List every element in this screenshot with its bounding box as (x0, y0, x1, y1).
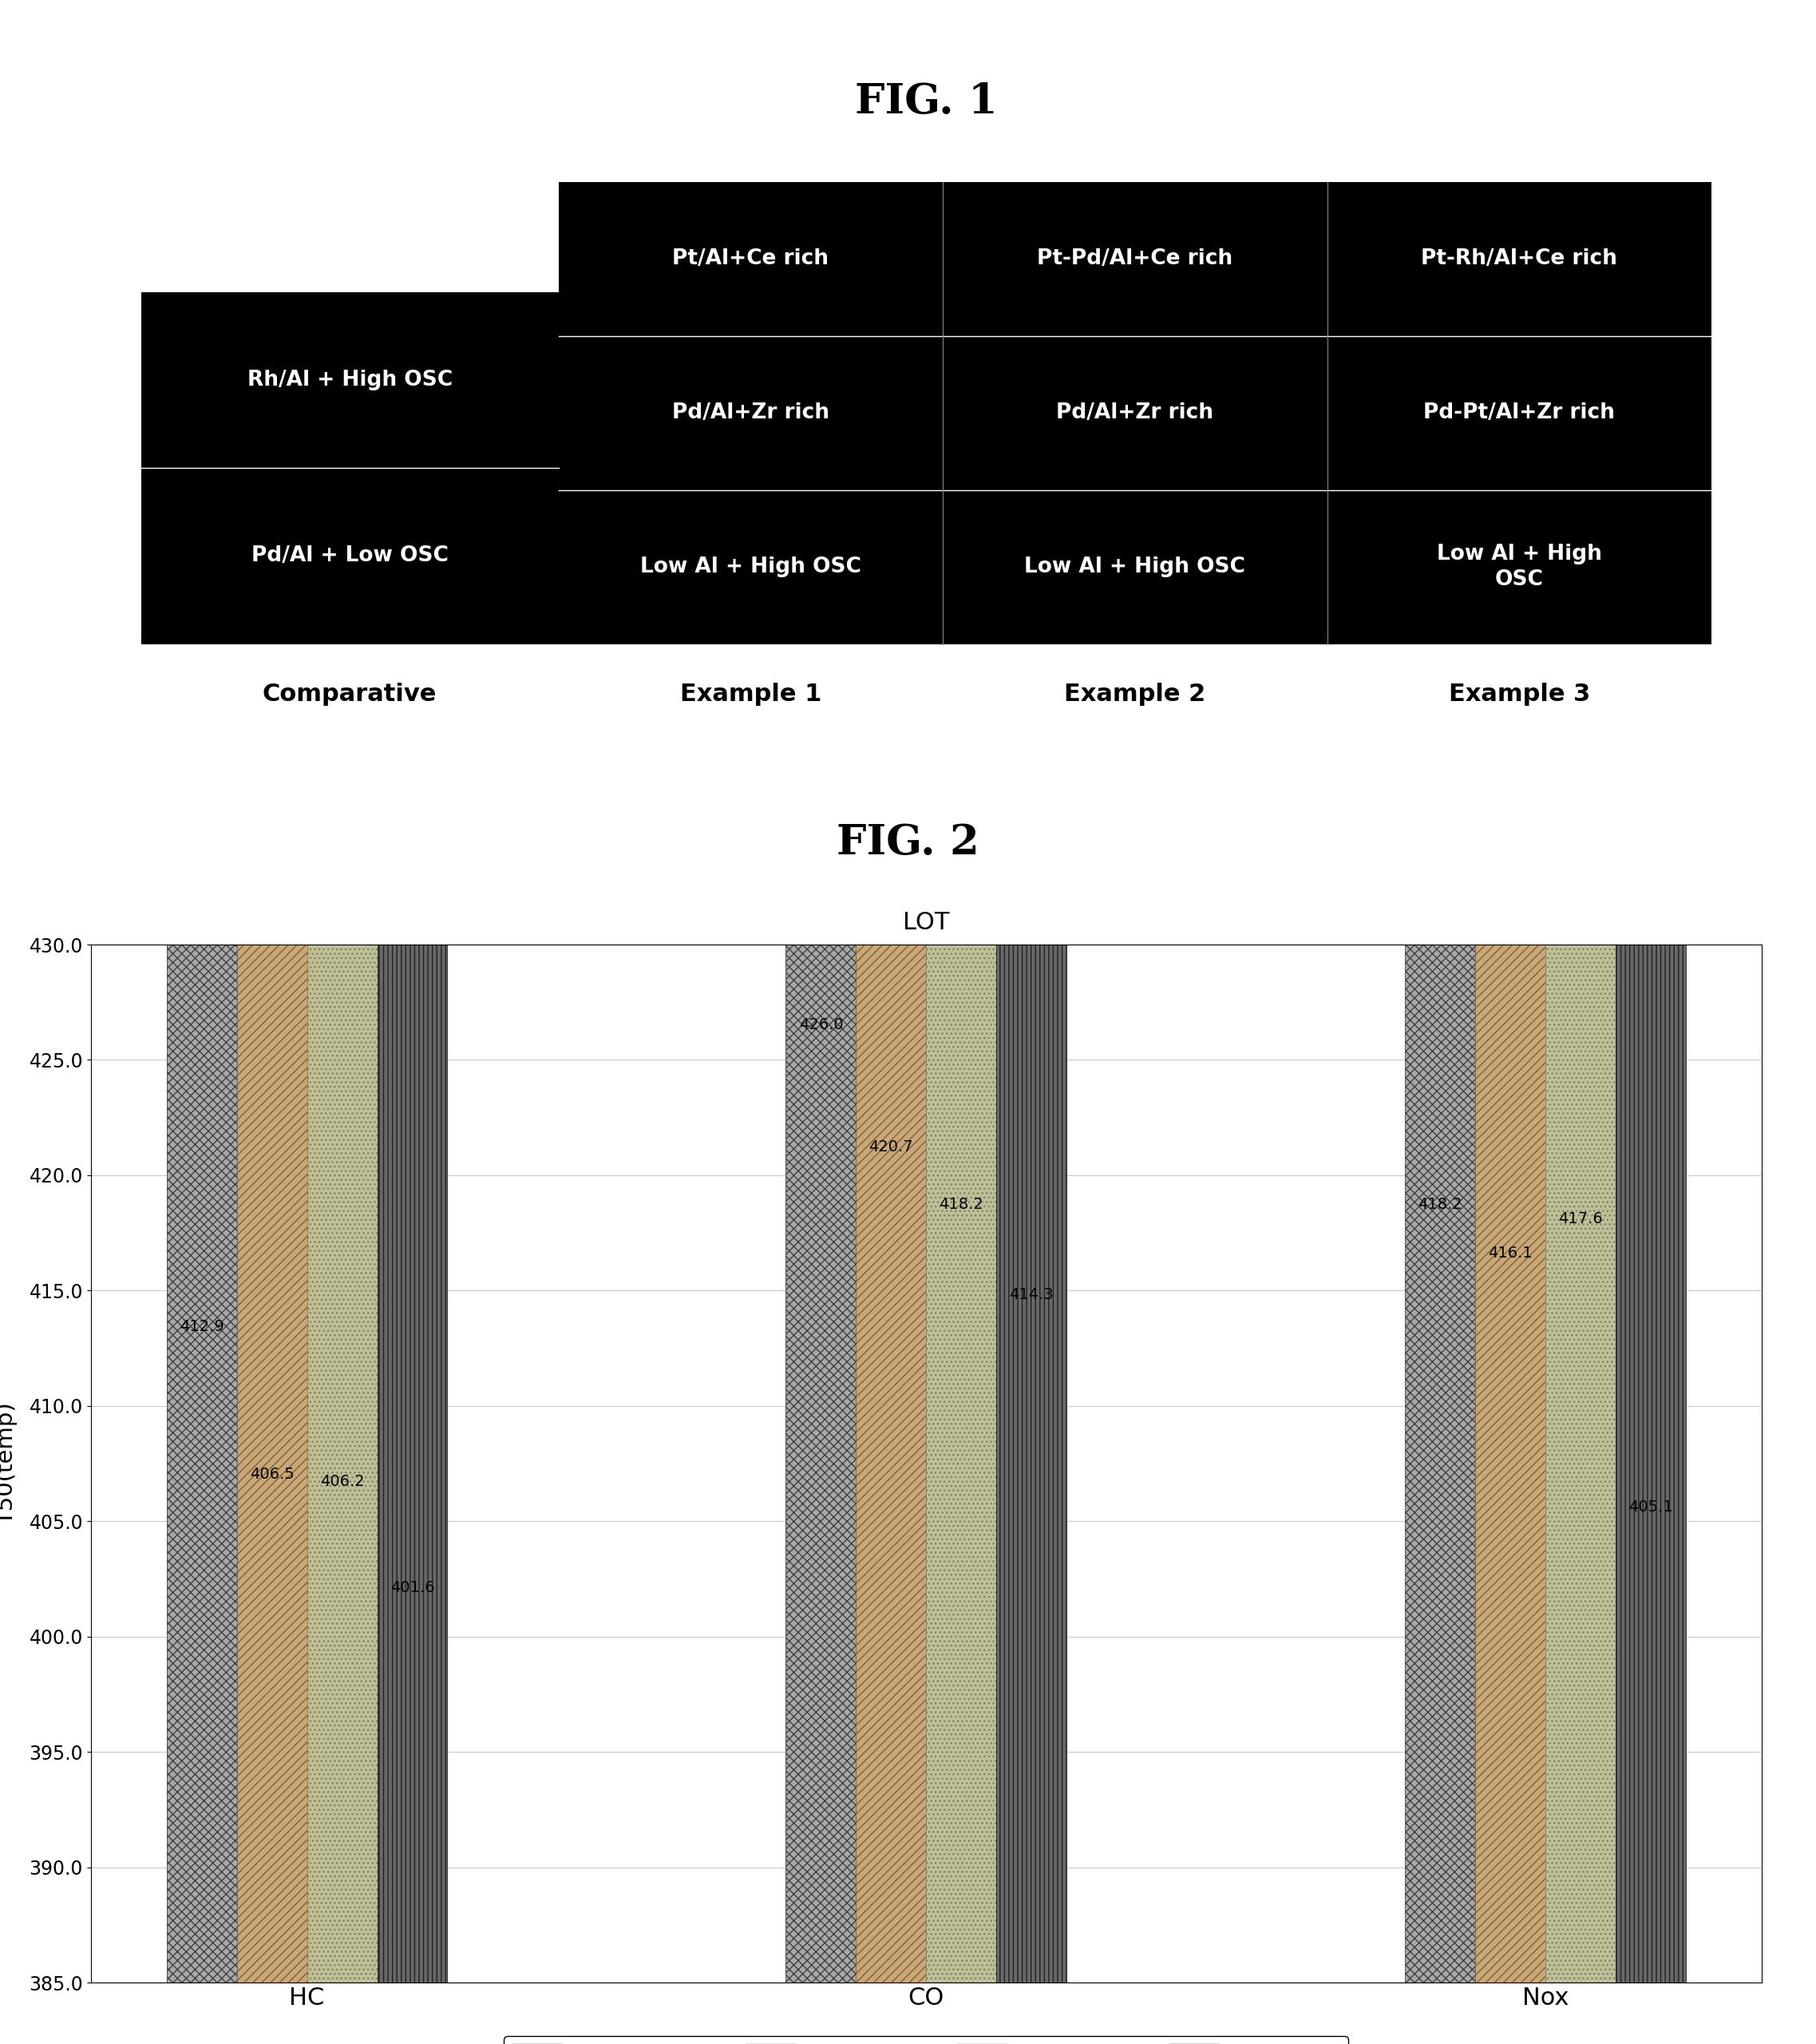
Text: FIG. 1: FIG. 1 (855, 82, 997, 123)
Text: Pt/Al+Ce rich: Pt/Al+Ce rich (672, 249, 828, 270)
Bar (559, 182, 1711, 644)
Text: 412.9: 412.9 (180, 1318, 223, 1335)
Bar (855, 0, 926, 1983)
Text: Low Al + High
OSC: Low Al + High OSC (1436, 544, 1602, 591)
Legend: Comparative, Example 1, Example 2, Example 3: Comparative, Example 1, Example 2, Examp… (505, 2036, 1347, 2044)
Text: Pd/Al + Low OSC: Pd/Al + Low OSC (251, 546, 449, 566)
Text: 401.6: 401.6 (390, 1580, 434, 1594)
Text: Low Al + High OSC: Low Al + High OSC (641, 556, 861, 576)
Text: Comparative: Comparative (263, 683, 438, 705)
Text: 417.6: 417.6 (1558, 1210, 1602, 1226)
Bar (786, 0, 855, 1983)
Bar (1475, 0, 1545, 1983)
Text: 414.3: 414.3 (1010, 1288, 1053, 1302)
Bar (1545, 0, 1616, 1983)
Text: 405.1: 405.1 (1629, 1498, 1673, 1515)
Bar (378, 0, 447, 1983)
Text: Example 2: Example 2 (1064, 683, 1206, 705)
Text: Pt-Pd/Al+Ce rich: Pt-Pd/Al+Ce rich (1037, 249, 1233, 270)
Bar (997, 0, 1066, 1983)
Text: Low Al + High OSC: Low Al + High OSC (1024, 556, 1246, 576)
Text: Example 3: Example 3 (1449, 683, 1591, 705)
Text: Pd/Al+Zr rich: Pd/Al+Zr rich (672, 403, 830, 423)
Text: 418.2: 418.2 (1418, 1198, 1462, 1212)
Bar (167, 0, 236, 1983)
Text: Pt-Rh/Al+Ce rich: Pt-Rh/Al+Ce rich (1422, 249, 1618, 270)
Bar (1406, 0, 1475, 1983)
Text: FIG. 2: FIG. 2 (837, 822, 979, 863)
Text: 416.1: 416.1 (1487, 1245, 1533, 1261)
Text: 420.7: 420.7 (868, 1139, 913, 1155)
Text: Pd/Al+Zr rich: Pd/Al+Zr rich (1057, 403, 1213, 423)
Text: 406.2: 406.2 (320, 1474, 365, 1488)
Bar (1616, 0, 1685, 1983)
Text: 426.0: 426.0 (799, 1018, 843, 1032)
Bar (142, 292, 567, 644)
Text: Rh/Al + High OSC: Rh/Al + High OSC (247, 370, 452, 390)
Text: Pd-Pt/Al+Zr rich: Pd-Pt/Al+Zr rich (1424, 403, 1614, 423)
Bar (307, 0, 378, 1983)
Text: Example 1: Example 1 (679, 683, 821, 705)
Y-axis label: T50(temp): T50(temp) (0, 1402, 18, 1525)
Title: LOT: LOT (903, 912, 950, 934)
Text: 418.2: 418.2 (939, 1198, 984, 1212)
Bar (926, 0, 997, 1983)
Bar (236, 0, 307, 1983)
Text: 406.5: 406.5 (251, 1468, 294, 1482)
